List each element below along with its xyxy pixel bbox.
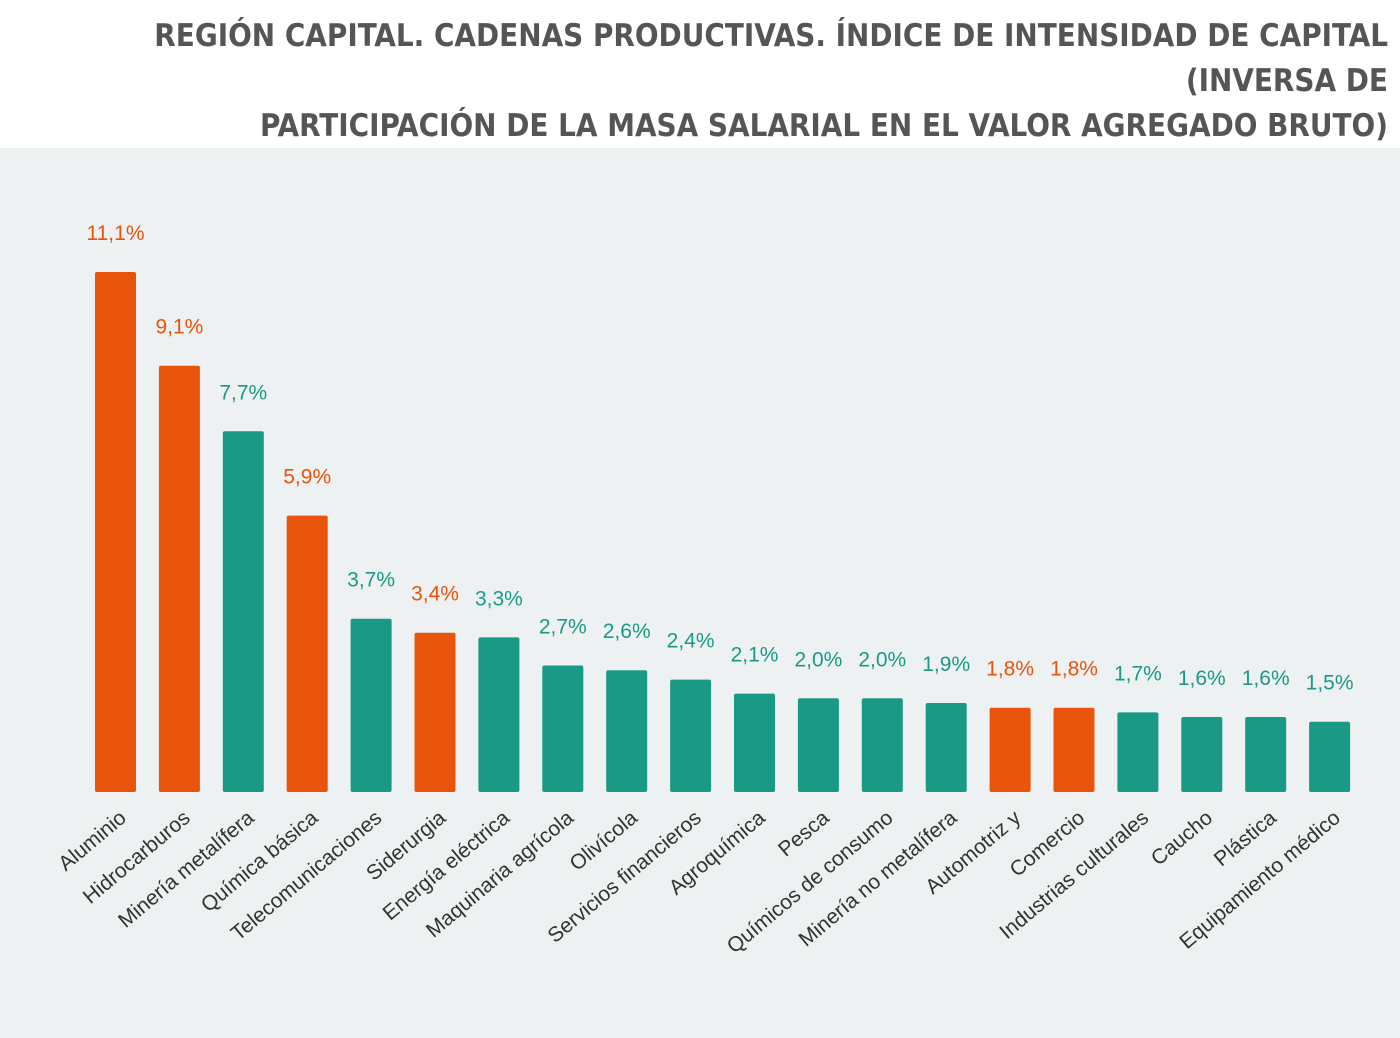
value-label-3: 7,7%: [219, 381, 267, 404]
value-label-16: 1,8%: [1050, 658, 1098, 681]
value-label-7: 3,3%: [475, 587, 523, 610]
category-label-18: Caucho: [1147, 806, 1217, 870]
value-label-14: 1,9%: [922, 653, 970, 676]
bar-1: [95, 272, 136, 792]
bar-20: [1309, 721, 1351, 792]
bar-2: [158, 365, 200, 792]
bar-4: [286, 515, 328, 792]
value-label-11: 2,1%: [731, 644, 779, 667]
value-label-17: 1,7%: [1114, 662, 1162, 685]
bar-12: [797, 698, 839, 792]
bar-17: [1117, 712, 1159, 792]
bar-9: [606, 670, 648, 792]
bar-7: [478, 637, 520, 792]
value-label-10: 2,4%: [667, 630, 715, 653]
chart-title-line-2: PARTICIPACIÓN DE LA MASA SALARIAL EN EL …: [259, 108, 1388, 144]
bar-19: [1245, 717, 1287, 792]
value-label-20: 1,5%: [1306, 672, 1354, 695]
value-label-1: 11,1%: [87, 222, 145, 245]
bar-5: [350, 618, 392, 792]
value-label-19: 1,6%: [1242, 667, 1290, 690]
chart-title: REGIÓN CAPITAL. CADENAS PRODUCTIVAS. ÍND…: [40, 14, 1388, 149]
value-label-13: 2,0%: [858, 648, 906, 671]
value-label-2: 9,1%: [155, 316, 203, 339]
value-label-15: 1,8%: [986, 658, 1034, 681]
bar-6: [414, 632, 456, 792]
bar-15: [989, 707, 1031, 792]
value-label-12: 2,0%: [794, 648, 842, 671]
bar-16: [1053, 707, 1095, 792]
value-label-18: 1,6%: [1178, 667, 1226, 690]
bar-14: [925, 703, 967, 792]
bar-3: [222, 431, 264, 792]
category-label-12: Pesca: [774, 806, 834, 861]
value-label-4: 5,9%: [283, 466, 331, 489]
bar-10: [670, 679, 712, 792]
value-label-8: 2,7%: [539, 616, 587, 639]
bar-18: [1181, 717, 1223, 792]
bar-13: [861, 698, 903, 792]
value-label-9: 2,6%: [603, 620, 651, 643]
value-label-6: 3,4%: [411, 583, 459, 606]
value-label-5: 3,7%: [347, 569, 395, 592]
bar-11: [734, 693, 775, 792]
bar-8: [542, 665, 584, 792]
chart-title-line-1: REGIÓN CAPITAL. CADENAS PRODUCTIVAS. ÍND…: [154, 18, 1388, 99]
